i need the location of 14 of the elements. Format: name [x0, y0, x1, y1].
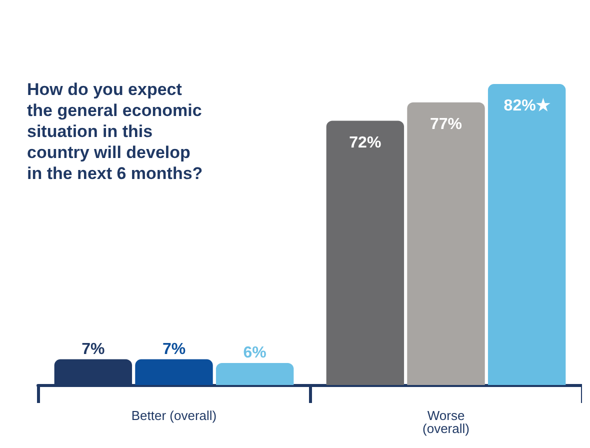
x-tick-label: Worse (overall) [422, 408, 470, 436]
data-label: 7% [162, 340, 186, 358]
bar [326, 120, 404, 385]
x-tick-label: Better (overall) [131, 408, 217, 423]
bar [488, 84, 566, 385]
data-label: 7% [82, 340, 105, 358]
text: How do you expect the general economic situation in this country will develop in the next 6 months? [27, 80, 203, 183]
data-label: 72% [349, 134, 382, 152]
data-label: 77% [430, 116, 462, 133]
data-label: 6% [243, 344, 266, 362]
bar [135, 359, 213, 385]
bar [407, 102, 485, 385]
bar [216, 362, 294, 385]
data-label: 82%★ [504, 98, 551, 115]
